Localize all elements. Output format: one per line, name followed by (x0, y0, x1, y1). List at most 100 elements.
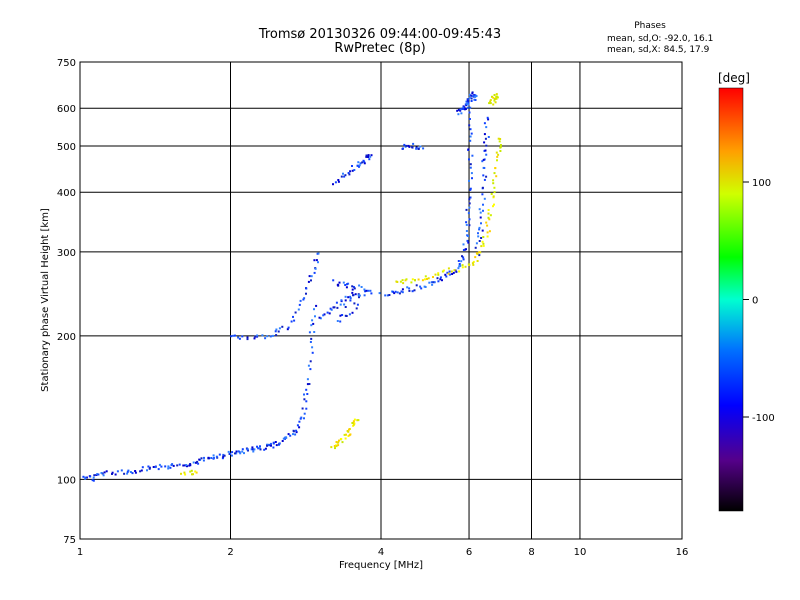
data-point (188, 464, 191, 467)
data-point (275, 328, 278, 331)
data-point (485, 153, 488, 156)
data-point (266, 444, 268, 447)
data-point (114, 473, 117, 476)
data-point (402, 147, 404, 150)
data-point (483, 167, 486, 169)
data-point (349, 299, 352, 302)
data-point (478, 251, 481, 254)
data-point (411, 146, 414, 149)
data-point (223, 454, 226, 457)
data-point (183, 471, 186, 474)
y-tick-label: 750 (57, 58, 76, 69)
data-point (171, 463, 174, 466)
data-point (300, 416, 303, 419)
data-point (341, 441, 344, 444)
data-point (365, 289, 368, 292)
data-point (482, 174, 485, 177)
data-point (410, 281, 413, 284)
data-point (178, 463, 181, 466)
data-point (358, 165, 360, 168)
data-point (246, 336, 249, 339)
y-tick-label: 600 (57, 104, 76, 115)
data-point (481, 240, 484, 243)
data-point (232, 334, 235, 337)
data-point (186, 465, 188, 468)
data-point (437, 273, 440, 276)
data-point (134, 471, 137, 474)
data-point (252, 450, 255, 453)
data-point (492, 195, 495, 198)
data-point (469, 196, 472, 199)
data-point (401, 291, 404, 294)
data-point (470, 97, 473, 100)
data-point (314, 267, 317, 270)
data-point (467, 101, 470, 104)
data-point (417, 278, 420, 281)
data-point (344, 295, 347, 298)
x-tick-label: 16 (676, 547, 689, 558)
data-point (292, 429, 295, 432)
data-point (365, 154, 368, 157)
data-point (499, 146, 502, 149)
data-point (311, 351, 314, 354)
data-point (303, 393, 305, 396)
data-point (479, 251, 482, 254)
data-point (495, 151, 498, 154)
data-point (309, 341, 312, 343)
data-point (358, 294, 361, 297)
data-point (343, 303, 346, 306)
data-point (234, 334, 236, 337)
data-point (192, 473, 194, 476)
data-point (392, 290, 394, 293)
data-point (307, 280, 310, 283)
data-point (486, 116, 489, 119)
data-point (82, 475, 85, 478)
data-point (480, 245, 483, 248)
data-point (486, 235, 489, 238)
data-point (494, 167, 497, 170)
data-point (446, 271, 449, 274)
data-point (439, 278, 442, 281)
data-point (493, 99, 496, 102)
data-point (415, 284, 418, 287)
data-point (474, 256, 477, 259)
data-point (308, 331, 311, 334)
data-point (270, 444, 272, 447)
data-point (490, 193, 493, 195)
data-point (172, 464, 175, 467)
data-point (310, 275, 313, 278)
data-point (309, 368, 312, 371)
data-point (222, 455, 225, 458)
data-point (368, 158, 371, 161)
data-point (378, 292, 381, 295)
data-point (445, 275, 448, 278)
data-point (92, 476, 95, 479)
data-point (356, 164, 359, 167)
data-point (339, 320, 342, 323)
y-tick-label: 75 (63, 535, 76, 546)
data-point (278, 327, 281, 330)
data-point (485, 221, 488, 224)
data-point (437, 272, 440, 275)
data-point (272, 446, 275, 449)
data-point (349, 295, 352, 298)
data-point (461, 255, 463, 258)
data-point (111, 473, 113, 475)
data-point (337, 179, 340, 181)
x-tick-label: 1 (77, 547, 83, 558)
data-point (413, 289, 416, 292)
data-point (468, 118, 471, 120)
y-tick-label: 200 (57, 332, 76, 343)
data-point (493, 98, 496, 100)
data-point (461, 266, 464, 269)
data-point (478, 226, 481, 229)
colorbar-label: [deg] (718, 71, 750, 85)
data-point (141, 466, 144, 469)
data-point (459, 108, 462, 111)
data-point (253, 337, 256, 340)
data-point (311, 319, 314, 322)
data-point (363, 288, 366, 291)
data-point (493, 186, 496, 189)
data-point (498, 140, 501, 143)
data-point (465, 221, 468, 224)
